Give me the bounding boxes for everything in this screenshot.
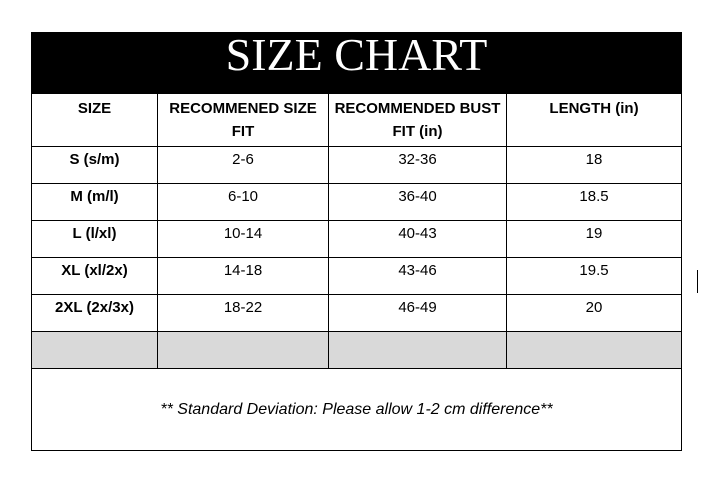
empty-cell (157, 331, 329, 369)
cell-length: 19 (506, 220, 682, 258)
table-row: 2XL (2x/3x) 18-22 46-49 20 (31, 294, 682, 332)
empty-cell (506, 331, 682, 369)
cell-size-fit: 2-6 (157, 146, 329, 184)
empty-cell (328, 331, 507, 369)
cell-length: 19.5 (506, 257, 682, 295)
table-row: L (l/xl) 10-14 40-43 19 (31, 220, 682, 258)
table-row: XL (xl/2x) 14-18 43-46 19.5 (31, 257, 682, 295)
header-size-fit: RECOMMENED SIZE FIT (157, 93, 329, 147)
cell-size: XL (xl/2x) (31, 257, 158, 295)
chart-title: SIZE CHART (31, 32, 682, 94)
table-row: S (s/m) 2-6 32-36 18 (31, 146, 682, 184)
cell-size: M (m/l) (31, 183, 158, 221)
cell-bust-fit: 32-36 (328, 146, 507, 184)
cell-length: 20 (506, 294, 682, 332)
cell-length: 18 (506, 146, 682, 184)
cell-size-fit: 10-14 (157, 220, 329, 258)
size-chart-table: SIZE CHART SIZE RECOMMENED SIZE FIT RECO… (31, 32, 682, 451)
cell-size: 2XL (2x/3x) (31, 294, 158, 332)
cell-size-fit: 18-22 (157, 294, 329, 332)
cell-bust-fit: 40-43 (328, 220, 507, 258)
cell-size-fit: 14-18 (157, 257, 329, 295)
table-row: M (m/l) 6-10 36-40 18.5 (31, 183, 682, 221)
footnote: ** Standard Deviation: Please allow 1-2 … (31, 368, 682, 451)
cell-size-fit: 6-10 (157, 183, 329, 221)
cell-bust-fit: 36-40 (328, 183, 507, 221)
empty-shaded-row (31, 331, 682, 369)
empty-cell (31, 331, 158, 369)
header-row: SIZE RECOMMENED SIZE FIT RECOMMENDED BUS… (31, 93, 682, 147)
cell-bust-fit: 46-49 (328, 294, 507, 332)
cell-size: L (l/xl) (31, 220, 158, 258)
cell-bust-fit: 43-46 (328, 257, 507, 295)
header-length: LENGTH (in) (506, 93, 682, 147)
text-cursor (697, 270, 698, 293)
header-bust-fit: RECOMMENDED BUST FIT (in) (328, 93, 507, 147)
footnote-row: ** Standard Deviation: Please allow 1-2 … (31, 368, 682, 451)
cell-size: S (s/m) (31, 146, 158, 184)
cell-length: 18.5 (506, 183, 682, 221)
header-size: SIZE (31, 93, 158, 147)
